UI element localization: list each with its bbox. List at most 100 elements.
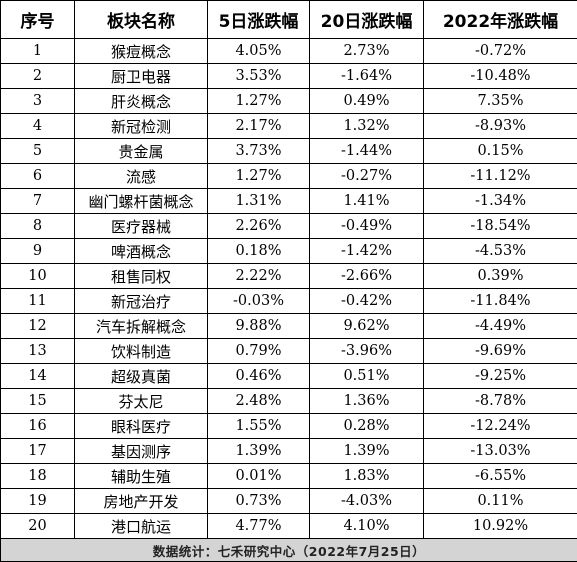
change-5day: 4.05% [207, 38, 310, 64]
table-row: 5 贵金属 3.73% -1.44% 0.15% [0, 138, 577, 164]
table-row: 20 港口航运 4.77% 4.10% 10.92% [0, 513, 577, 539]
sector-name: 猴痘概念 [74, 38, 208, 64]
sector-name: 房地产开发 [74, 488, 208, 514]
change-5day: 4.77% [207, 513, 310, 539]
table-row: 4 新冠检测 2.17% 1.32% -8.93% [0, 113, 577, 139]
change-5day: 1.39% [207, 438, 310, 464]
sector-name: 流感 [74, 163, 208, 189]
sector-name: 饮料制造 [74, 338, 208, 364]
sector-name: 港口航运 [74, 513, 208, 539]
change-2022: -4.49% [423, 313, 577, 339]
table-row: 1 猴痘概念 4.05% 2.73% -0.72% [0, 38, 577, 64]
sector-name: 医疗器械 [74, 213, 208, 239]
row-index: 4 [0, 113, 75, 139]
sector-name: 啤酒概念 [74, 238, 208, 264]
table-row: 10 租售同权 2.22% -2.66% 0.39% [0, 263, 577, 289]
row-index: 15 [0, 388, 75, 414]
table-row: 2 厨卫电器 3.53% -1.64% -10.48% [0, 63, 577, 89]
sector-name: 新冠治疗 [74, 288, 208, 314]
change-2022: 7.35% [423, 88, 577, 114]
change-5day: 0.18% [207, 238, 310, 264]
sector-name: 贵金属 [74, 138, 208, 164]
change-5day: 3.53% [207, 63, 310, 89]
row-index: 7 [0, 188, 75, 214]
change-5day: 0.73% [207, 488, 310, 514]
row-index: 14 [0, 363, 75, 389]
sector-name: 汽车拆解概念 [74, 313, 208, 339]
change-20day: 1.39% [309, 438, 424, 464]
header-sector-name: 板块名称 [74, 0, 208, 39]
change-2022: -0.72% [423, 38, 577, 64]
table-row: 11 新冠治疗 -0.03% -0.42% -11.84% [0, 288, 577, 314]
change-2022: -4.53% [423, 238, 577, 264]
header-row: 序号 板块名称 5日涨跌幅 20日涨跌幅 2022年涨跌幅 [0, 0, 577, 39]
table-row: 3 肝炎概念 1.27% 0.49% 7.35% [0, 88, 577, 114]
row-index: 8 [0, 213, 75, 239]
sector-name: 幽门螺杆菌概念 [74, 188, 208, 214]
row-index: 13 [0, 338, 75, 364]
change-2022: -12.24% [423, 413, 577, 439]
change-2022: -6.55% [423, 463, 577, 489]
change-5day: 2.48% [207, 388, 310, 414]
row-index: 12 [0, 313, 75, 339]
table-row: 8 医疗器械 2.26% -0.49% -18.54% [0, 213, 577, 239]
change-2022: -10.48% [423, 63, 577, 89]
sector-name: 厨卫电器 [74, 63, 208, 89]
change-2022: -9.69% [423, 338, 577, 364]
row-index: 11 [0, 288, 75, 314]
row-index: 17 [0, 438, 75, 464]
change-5day: 2.26% [207, 213, 310, 239]
row-index: 1 [0, 38, 75, 64]
change-20day: -4.03% [309, 488, 424, 514]
change-20day: -3.96% [309, 338, 424, 364]
change-2022: 0.11% [423, 488, 577, 514]
row-index: 20 [0, 513, 75, 539]
table-row: 16 眼科医疗 1.55% 0.28% -12.24% [0, 413, 577, 439]
change-20day: -1.42% [309, 238, 424, 264]
header-5day-change: 5日涨跌幅 [207, 0, 310, 39]
change-2022: -8.93% [423, 113, 577, 139]
table-row: 15 芬太尼 2.48% 1.36% -8.78% [0, 388, 577, 414]
change-20day: -0.42% [309, 288, 424, 314]
change-2022: -8.78% [423, 388, 577, 414]
change-20day: -2.66% [309, 263, 424, 289]
header-2022-change: 2022年涨跌幅 [423, 0, 577, 39]
table-row: 6 流感 1.27% -0.27% -11.12% [0, 163, 577, 189]
change-20day: 4.10% [309, 513, 424, 539]
change-20day: 1.32% [309, 113, 424, 139]
change-5day: 1.55% [207, 413, 310, 439]
row-index: 9 [0, 238, 75, 264]
change-20day: 2.73% [309, 38, 424, 64]
row-index: 6 [0, 163, 75, 189]
sector-name: 新冠检测 [74, 113, 208, 139]
change-2022: -18.54% [423, 213, 577, 239]
change-5day: 1.31% [207, 188, 310, 214]
change-5day: 0.46% [207, 363, 310, 389]
change-5day: 2.22% [207, 263, 310, 289]
change-5day: 3.73% [207, 138, 310, 164]
change-20day: 0.51% [309, 363, 424, 389]
change-20day: 9.62% [309, 313, 424, 339]
sector-name: 租售同权 [74, 263, 208, 289]
sector-name: 辅助生殖 [74, 463, 208, 489]
change-20day: -0.49% [309, 213, 424, 239]
change-2022: 0.39% [423, 263, 577, 289]
row-index: 5 [0, 138, 75, 164]
table-row: 14 超级真菌 0.46% 0.51% -9.25% [0, 363, 577, 389]
change-20day: 1.36% [309, 388, 424, 414]
change-20day: -1.64% [309, 63, 424, 89]
sector-name: 基因测序 [74, 438, 208, 464]
table-row: 12 汽车拆解概念 9.88% 9.62% -4.49% [0, 313, 577, 339]
change-5day: 0.79% [207, 338, 310, 364]
change-20day: 0.49% [309, 88, 424, 114]
row-index: 2 [0, 63, 75, 89]
change-2022: 10.92% [423, 513, 577, 539]
change-2022: -9.25% [423, 363, 577, 389]
row-index: 16 [0, 413, 75, 439]
change-5day: -0.03% [207, 288, 310, 314]
sector-name: 芬太尼 [74, 388, 208, 414]
change-5day: 1.27% [207, 163, 310, 189]
change-20day: 1.41% [309, 188, 424, 214]
table-row: 9 啤酒概念 0.18% -1.42% -4.53% [0, 238, 577, 264]
